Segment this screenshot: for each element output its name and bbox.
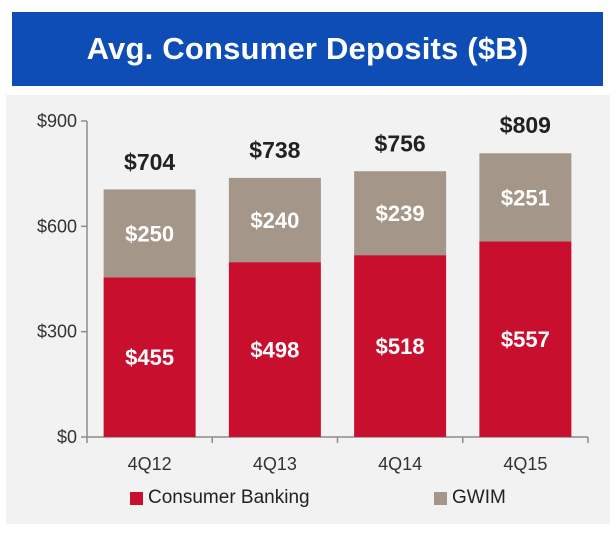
y-tick-label: $900 [37,111,77,131]
bar-consumer-banking [354,255,447,437]
bar-value-label: $498 [250,338,299,363]
bar-value-label: $251 [501,185,550,210]
bar-gwim [479,153,572,242]
bar-total-label: $738 [249,137,300,163]
x-tick-label: 4Q14 [378,454,422,474]
bar-value-label: $250 [125,221,174,246]
bar-value-label: $557 [501,327,550,352]
bar-consumer-banking [228,262,321,437]
y-tick-label: $300 [37,322,77,342]
legend-swatch-gwim [434,491,447,505]
legend-label-consumer-banking: Consumer Banking [148,487,310,508]
bar-gwim [228,177,321,263]
legend-label-gwim: GWIM [452,487,506,508]
legend-item-consumer-banking: Consumer Banking [130,487,310,509]
bar-gwim [103,189,196,278]
chart-title: Avg. Consumer Deposits ($B) [86,31,529,66]
bar-value-label: $239 [376,201,425,226]
y-tick-label: $0 [57,427,77,447]
bar-consumer-banking [479,241,572,437]
x-tick-label: 4Q15 [503,454,547,474]
bar-total-label: $704 [124,149,175,175]
bar-total-label: $809 [500,112,551,138]
legend-swatch-consumer-banking [130,491,143,505]
x-tick-label: 4Q12 [128,454,172,474]
bar-value-label: $455 [125,345,174,370]
title-banner: Avg. Consumer Deposits ($B) [12,12,603,86]
bar-total-label: $756 [375,131,426,157]
x-tick-label: 4Q13 [253,454,297,474]
legend-item-gwim: GWIM [434,487,506,509]
bar-consumer-banking [103,277,196,437]
y-tick-label: $600 [37,216,77,236]
legend: Consumer Banking GWIM [0,487,616,517]
bar-value-label: $518 [376,334,425,359]
bar-value-label: $240 [250,208,299,233]
bar-gwim [354,171,447,256]
